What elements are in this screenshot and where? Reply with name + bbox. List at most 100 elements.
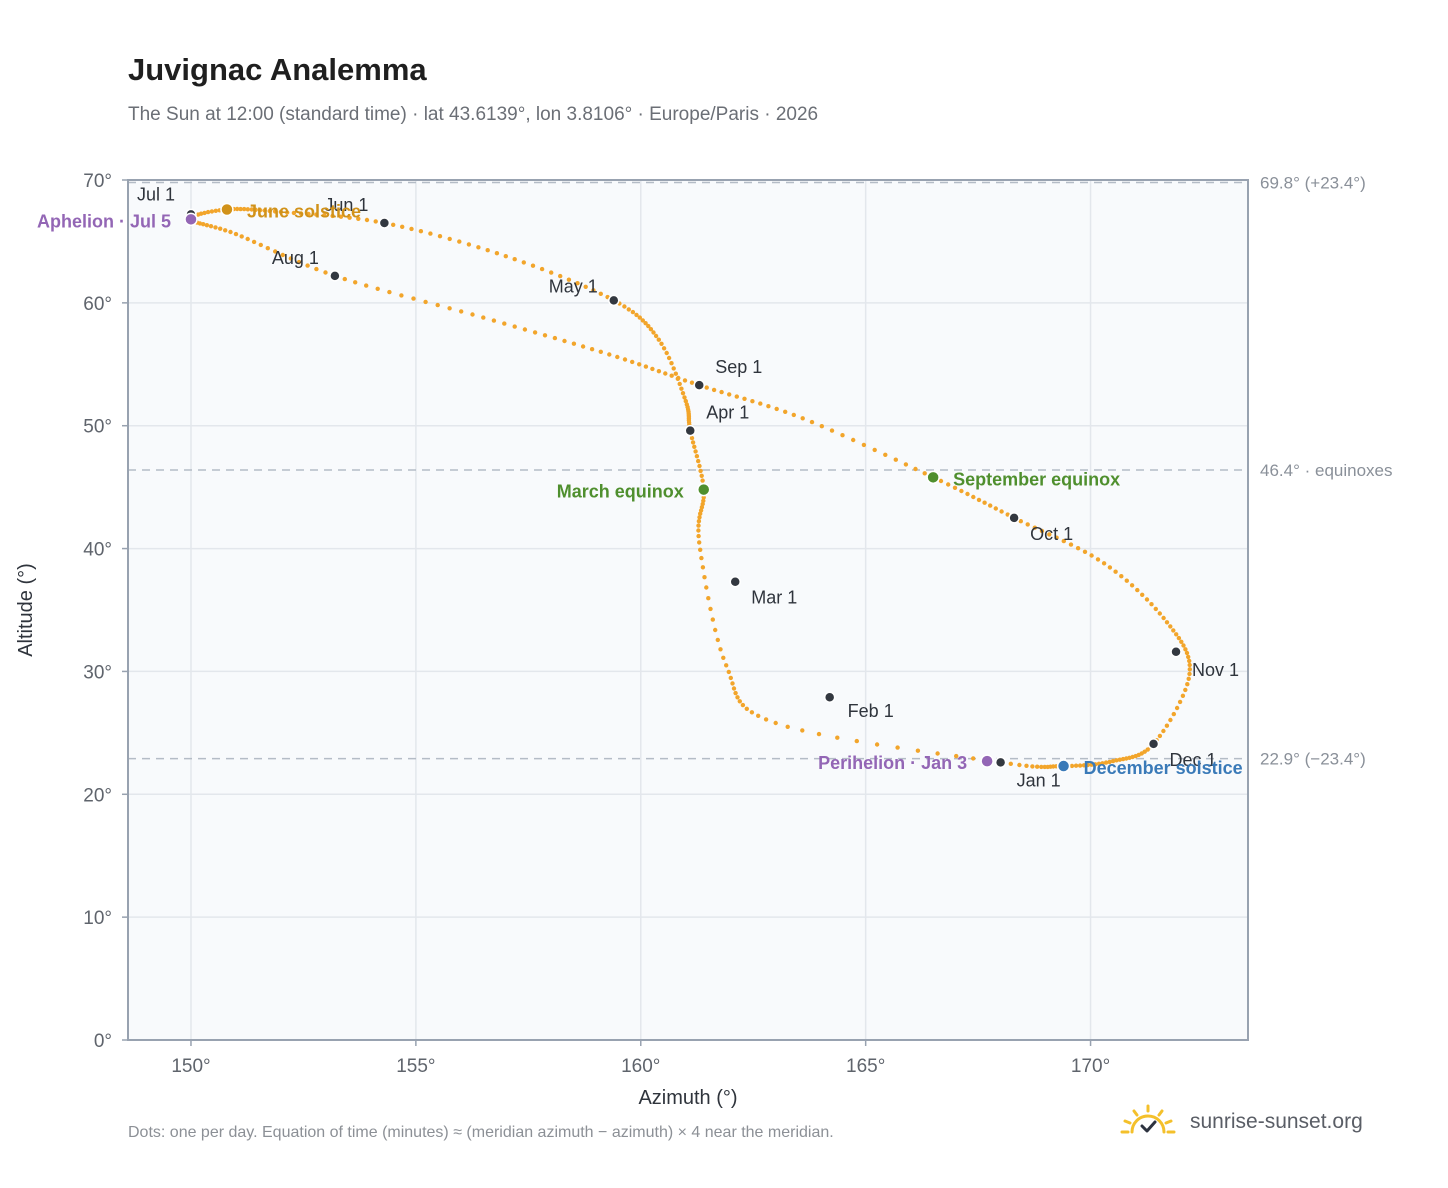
daily-dot bbox=[235, 206, 240, 212]
daily-dot bbox=[330, 213, 335, 219]
x-tick-label: 155° bbox=[396, 1056, 435, 1077]
daily-dot bbox=[447, 236, 452, 242]
event-marker bbox=[220, 202, 234, 217]
event-markers: March equinox June solstice September equi… bbox=[37, 201, 1243, 778]
daily-dot bbox=[245, 207, 250, 212]
daily-dot bbox=[238, 206, 243, 212]
daily-dot bbox=[701, 495, 706, 500]
daily-dot bbox=[1186, 654, 1191, 660]
month-marker bbox=[994, 756, 1007, 769]
month-label: Oct 1 bbox=[1030, 524, 1073, 544]
daily-dot bbox=[428, 231, 433, 236]
daily-dot bbox=[242, 206, 247, 212]
daily-dot bbox=[466, 242, 472, 247]
daily-dot bbox=[375, 286, 380, 291]
daily-dot bbox=[356, 216, 361, 221]
daily-dot bbox=[223, 228, 228, 233]
daily-dot bbox=[829, 428, 835, 433]
daily-dot bbox=[273, 249, 278, 254]
daily-dot bbox=[700, 565, 706, 570]
event-label: September equinox bbox=[953, 469, 1120, 489]
daily-dot bbox=[296, 259, 302, 265]
x-tick-label: 165° bbox=[846, 1056, 885, 1077]
daily-dot bbox=[683, 398, 688, 404]
daily-dot bbox=[1039, 764, 1044, 770]
daily-dot bbox=[522, 327, 528, 332]
daily-dot bbox=[204, 223, 210, 228]
daily-dot bbox=[306, 211, 311, 217]
daily-dot bbox=[1035, 764, 1040, 769]
daily-dot bbox=[323, 270, 328, 275]
daily-dot bbox=[690, 440, 696, 445]
daily-dot bbox=[1187, 671, 1192, 677]
daily-dot bbox=[719, 389, 724, 395]
daily-dot bbox=[364, 217, 370, 223]
daily-dot bbox=[993, 506, 998, 511]
daily-dot bbox=[1168, 624, 1173, 629]
y-tick-label: 50° bbox=[83, 417, 112, 438]
daily-dot bbox=[1075, 546, 1081, 551]
daily-dot bbox=[883, 452, 888, 457]
daily-dot bbox=[580, 344, 586, 349]
daily-dot bbox=[1017, 762, 1022, 768]
event-label: December solstice bbox=[1084, 758, 1243, 778]
daily-dot bbox=[938, 478, 944, 484]
daily-dot bbox=[971, 756, 976, 761]
daily-dot bbox=[673, 371, 678, 376]
daily-dot bbox=[763, 717, 769, 722]
daily-dot bbox=[298, 211, 304, 216]
daily-dot bbox=[1161, 615, 1166, 621]
daily-dot bbox=[213, 225, 218, 230]
daily-dot bbox=[694, 454, 700, 459]
month-marker bbox=[608, 294, 620, 307]
daily-dot bbox=[1174, 705, 1180, 711]
event-label: March equinox bbox=[557, 482, 684, 502]
daily-dot bbox=[922, 471, 927, 476]
daily-dot bbox=[209, 209, 215, 214]
daily-dot bbox=[347, 215, 352, 220]
daily-dot bbox=[696, 523, 701, 528]
daily-dot bbox=[409, 226, 414, 232]
daily-dot bbox=[314, 266, 319, 272]
daily-dot bbox=[809, 419, 815, 425]
daily-dot bbox=[288, 256, 293, 261]
daily-dot bbox=[532, 330, 538, 335]
daily-dot bbox=[774, 406, 779, 412]
daily-dot bbox=[583, 284, 588, 289]
daily-dot bbox=[476, 245, 481, 250]
daily-dot bbox=[731, 686, 737, 691]
daily-dot bbox=[697, 540, 702, 545]
daily-dot bbox=[651, 330, 656, 335]
daily-dot bbox=[1107, 565, 1113, 570]
daily-dot bbox=[724, 663, 729, 668]
daily-dot bbox=[1077, 763, 1083, 768]
daily-dot bbox=[861, 442, 867, 448]
daily-dot bbox=[589, 347, 595, 352]
daily-dot bbox=[637, 315, 642, 320]
daily-dot bbox=[1081, 763, 1087, 768]
daily-dot bbox=[785, 724, 790, 729]
daily-dot bbox=[1113, 569, 1118, 574]
x-tick-label: 150° bbox=[171, 1056, 210, 1077]
daily-dot bbox=[338, 214, 344, 219]
daily-dot bbox=[726, 669, 731, 675]
x-tick-label: 160° bbox=[621, 1056, 660, 1077]
plot-frame bbox=[127, 179, 1249, 1041]
daily-dot bbox=[571, 341, 577, 346]
daily-dot bbox=[1153, 606, 1159, 612]
month-label: Feb 1 bbox=[848, 701, 894, 721]
daily-dot bbox=[552, 335, 558, 341]
chart-title: Juvignac Analemma bbox=[128, 52, 427, 87]
daily-dot bbox=[749, 710, 755, 715]
daily-dot bbox=[494, 251, 500, 256]
daily-dot bbox=[680, 391, 686, 396]
daily-dot bbox=[1082, 549, 1088, 554]
daily-dot bbox=[1164, 620, 1170, 625]
daily-dot bbox=[1101, 561, 1107, 566]
brand[interactable]: sunrise-sunset.org bbox=[1120, 1102, 1363, 1142]
daily-dot bbox=[1183, 647, 1188, 652]
daily-dot bbox=[671, 366, 676, 371]
daily-dot bbox=[218, 226, 223, 231]
daily-dot bbox=[710, 617, 715, 622]
month-label: Jul 1 bbox=[137, 184, 175, 204]
